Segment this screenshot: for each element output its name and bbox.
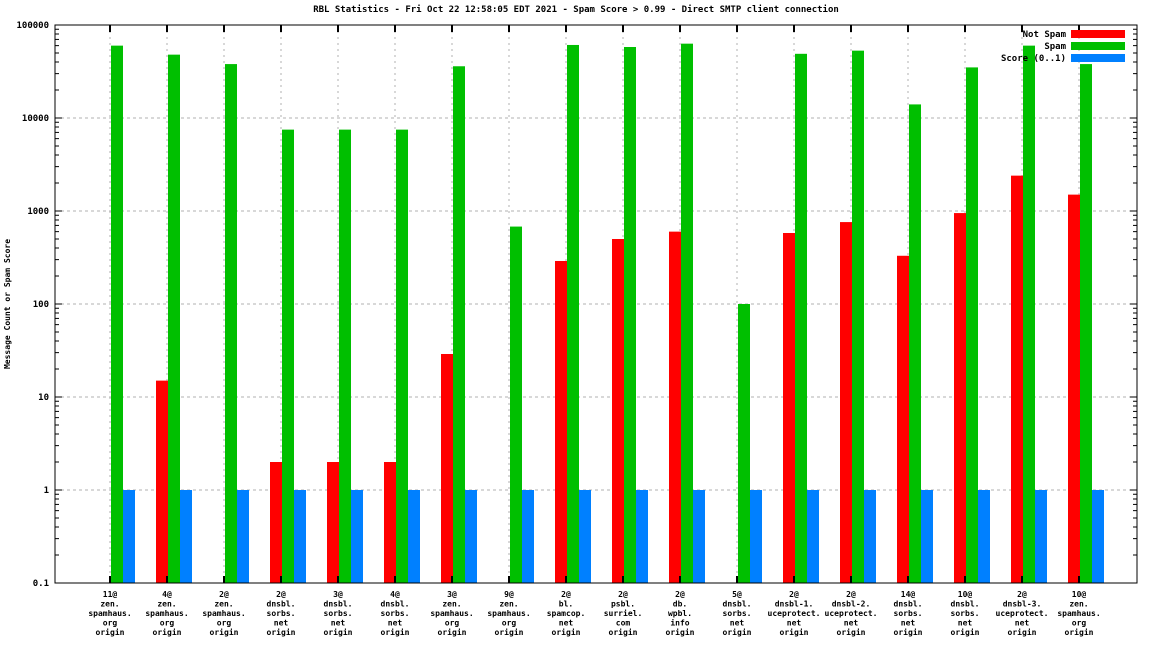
bar-score-0 bbox=[123, 490, 135, 583]
x-category-label: 3@ zen. spamhaus. org origin bbox=[430, 590, 473, 637]
bar-not_spam-5 bbox=[384, 462, 396, 583]
bar-score-4 bbox=[351, 490, 363, 583]
bar-score-15 bbox=[978, 490, 990, 583]
bar-spam-14 bbox=[909, 104, 921, 583]
bar-score-16 bbox=[1035, 490, 1047, 583]
bar-spam-0 bbox=[111, 45, 123, 583]
x-category-label: 2@ dnsbl-1. uceprotect. net origin bbox=[768, 590, 821, 637]
bar-score-9 bbox=[636, 490, 648, 583]
bar-spam-3 bbox=[282, 129, 294, 583]
x-category-label: 10@ zen. spamhaus. org origin bbox=[1057, 590, 1100, 637]
legend-swatch-spam bbox=[1071, 42, 1125, 50]
legend-swatch-score bbox=[1071, 54, 1125, 62]
bar-spam-17 bbox=[1080, 64, 1092, 583]
legend-label: Not Spam bbox=[1023, 30, 1067, 40]
bar-spam-5 bbox=[396, 129, 408, 583]
bar-score-14 bbox=[921, 490, 933, 583]
x-category-label: 2@ psbl. surriel. com origin bbox=[604, 590, 643, 637]
bar-score-8 bbox=[579, 490, 591, 583]
bar-not_spam-6 bbox=[441, 353, 453, 583]
bar-not_spam-9 bbox=[612, 238, 624, 583]
bar-score-12 bbox=[807, 490, 819, 583]
x-category-label: 2@ bl. spamcop. net origin bbox=[547, 590, 586, 637]
bar-spam-1 bbox=[168, 54, 180, 583]
bar-not_spam-16 bbox=[1011, 175, 1023, 583]
bar-score-6 bbox=[465, 490, 477, 583]
bar-spam-12 bbox=[795, 53, 807, 583]
bar-spam-11 bbox=[738, 304, 750, 583]
y-tick-label: 1 bbox=[44, 486, 49, 496]
y-tick-label: 100 bbox=[33, 300, 49, 310]
bar-score-13 bbox=[864, 490, 876, 583]
x-category-label: 9@ zen. spamhaus. org origin bbox=[487, 590, 530, 637]
x-category-label: 5@ dnsbl. sorbs. net origin bbox=[723, 590, 752, 637]
x-category-label: 11@ zen. spamhaus. org origin bbox=[88, 590, 131, 637]
bar-score-3 bbox=[294, 490, 306, 583]
bar-spam-7 bbox=[510, 226, 522, 584]
y-axis-label: Message Count or Spam Score bbox=[3, 239, 12, 369]
bar-spam-13 bbox=[852, 50, 864, 584]
bar-not_spam-12 bbox=[783, 233, 795, 583]
x-category-label: 2@ dnsbl-2. uceprotect. net origin bbox=[825, 590, 878, 637]
bar-not_spam-15 bbox=[954, 213, 966, 583]
legend-label: Score (0..1) bbox=[1001, 54, 1066, 64]
bar-spam-16 bbox=[1023, 45, 1035, 583]
bar-not_spam-1 bbox=[156, 380, 168, 583]
x-category-label: 10@ dnsbl. sorbs. net origin bbox=[951, 590, 980, 637]
bar-not_spam-4 bbox=[327, 462, 339, 583]
x-category-label: 4@ zen. spamhaus. org origin bbox=[145, 590, 188, 637]
x-category-label: 2@ db. wpbl. info origin bbox=[666, 590, 695, 637]
bar-spam-2 bbox=[225, 64, 237, 583]
x-category-label: 14@ dnsbl. sorbs. net origin bbox=[894, 590, 923, 637]
y-tick-label: 100000 bbox=[16, 21, 49, 31]
bar-spam-15 bbox=[966, 67, 978, 583]
bar-not_spam-8 bbox=[555, 260, 567, 583]
bar-spam-9 bbox=[624, 47, 636, 583]
legend-swatch-not_spam bbox=[1071, 30, 1125, 38]
bar-not_spam-13 bbox=[840, 222, 852, 583]
bar-score-5 bbox=[408, 490, 420, 583]
bar-score-7 bbox=[522, 490, 534, 583]
bar-not_spam-3 bbox=[270, 462, 282, 583]
bar-score-10 bbox=[693, 490, 705, 583]
bar-spam-8 bbox=[567, 44, 579, 583]
bar-spam-4 bbox=[339, 129, 351, 583]
bar-spam-10 bbox=[681, 43, 693, 584]
bar-score-1 bbox=[180, 490, 192, 583]
bar-not_spam-10 bbox=[669, 231, 681, 583]
bar-not_spam-14 bbox=[897, 255, 909, 583]
x-category-label: 4@ dnsbl. sorbs. net origin bbox=[381, 590, 410, 637]
bar-score-2 bbox=[237, 490, 249, 583]
x-category-label: 3@ dnsbl. sorbs. net origin bbox=[324, 590, 353, 637]
y-tick-label: 1000 bbox=[27, 207, 49, 217]
y-tick-label: 0.1 bbox=[33, 579, 49, 589]
bar-score-17 bbox=[1092, 490, 1104, 583]
y-tick-label: 10 bbox=[38, 393, 49, 403]
bar-score-11 bbox=[750, 490, 762, 583]
chart-title: RBL Statistics - Fri Oct 22 12:58:05 EDT… bbox=[313, 5, 839, 15]
bar-not_spam-17 bbox=[1068, 194, 1080, 583]
x-category-label: 2@ dnsbl-3. uceprotect. net origin bbox=[996, 590, 1049, 637]
legend-label: Spam bbox=[1044, 42, 1066, 52]
x-category-label: 2@ dnsbl. sorbs. net origin bbox=[267, 590, 296, 637]
y-tick-label: 10000 bbox=[22, 114, 49, 124]
bar-spam-6 bbox=[453, 66, 465, 584]
x-category-label: 2@ zen. spamhaus. org origin bbox=[202, 590, 245, 637]
